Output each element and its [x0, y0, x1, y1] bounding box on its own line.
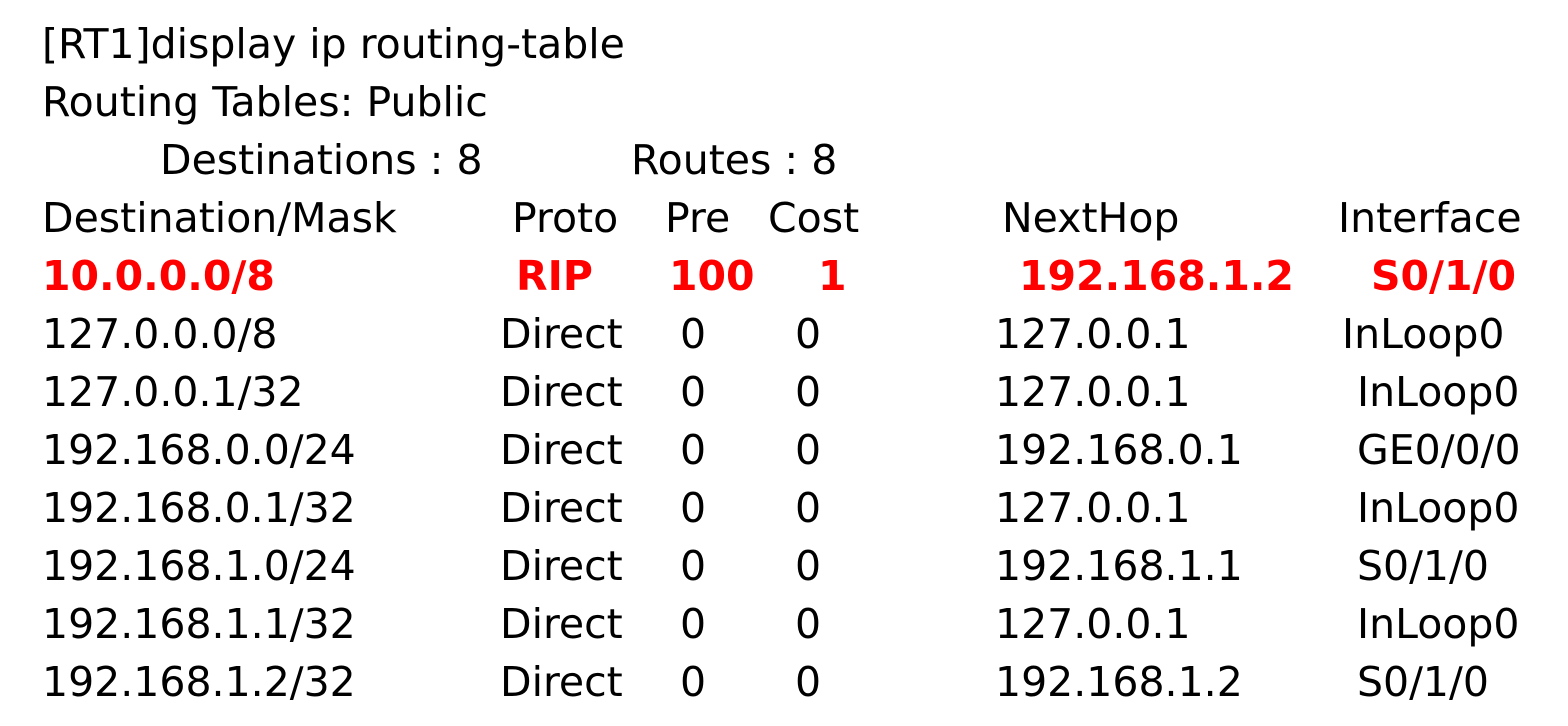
summary-line: Destinations : 8 Routes : 8 [0, 131, 1568, 189]
cell-cost: 0 [795, 426, 822, 474]
cell-interface: GE0/0/0 [1357, 426, 1521, 474]
cell-proto: Direct [500, 426, 623, 474]
cell-destination: 192.168.1.0/24 [42, 542, 356, 590]
cell-nexthop: 192.168.1.1 [995, 542, 1243, 590]
column-header-interface: Interface [1338, 194, 1522, 242]
cell-destination: 10.0.0.0/8 [42, 252, 275, 300]
cell-destination: 192.168.0.1/32 [42, 484, 356, 532]
cell-pre: 0 [680, 310, 707, 358]
table-row: 192.168.0.0/24 Direct 0 0 192.168.0.1 GE0/0/0 [0, 421, 1568, 479]
command-text: [RT1]display ip routing-table [42, 20, 625, 68]
cell-nexthop: 192.168.1.2 [1019, 252, 1294, 300]
cell-pre: 100 [669, 252, 755, 300]
cell-proto: RIP [516, 252, 593, 300]
cell-nexthop: 192.168.0.1 [995, 426, 1243, 474]
cell-interface: InLoop0 [1342, 310, 1505, 358]
table-row: 192.168.1.0/24 Direct 0 0 192.168.1.1 S0/1/0 [0, 537, 1568, 595]
table-row: 192.168.1.1/32 Direct 0 0 127.0.0.1 InLoop0 [0, 595, 1568, 653]
cell-pre: 0 [680, 368, 707, 416]
table-row: 127.0.0.0/8 Direct 0 0 127.0.0.1 InLoop0 [0, 305, 1568, 363]
cell-proto: Direct [500, 600, 623, 648]
command-line: [RT1]display ip routing-table [42, 15, 625, 73]
cell-proto: Direct [500, 484, 623, 532]
cell-interface: S0/1/0 [1371, 252, 1517, 300]
cell-cost: 0 [795, 658, 822, 706]
cell-interface: InLoop0 [1357, 600, 1520, 648]
column-header-proto: Proto [512, 194, 619, 242]
cell-interface: S0/1/0 [1357, 542, 1489, 590]
cell-cost: 0 [795, 542, 822, 590]
cell-pre: 0 [680, 542, 707, 590]
cell-proto: Direct [500, 310, 623, 358]
cell-destination: 192.168.0.0/24 [42, 426, 356, 474]
table-row: 127.0.0.1/32 Direct 0 0 127.0.0.1 InLoop0 [0, 363, 1568, 421]
column-header-pre: Pre [665, 194, 731, 242]
cell-proto: Direct [500, 658, 623, 706]
table-name: Routing Tables: Public [42, 78, 488, 126]
cell-cost: 0 [795, 484, 822, 532]
cell-cost: 0 [795, 310, 822, 358]
cell-proto: Direct [500, 542, 623, 590]
routes-count: Routes : 8 [631, 136, 838, 184]
cell-nexthop: 127.0.0.1 [995, 310, 1191, 358]
destinations-count: Destinations : 8 [160, 136, 483, 184]
cell-cost: 1 [818, 252, 847, 300]
column-header-cost: Cost [768, 194, 860, 242]
cell-destination: 192.168.1.2/32 [42, 658, 356, 706]
cell-pre: 0 [680, 484, 707, 532]
table-header: Destination/Mask Proto Pre Cost NextHop … [0, 189, 1568, 247]
cell-nexthop: 192.168.1.2 [995, 658, 1243, 706]
cell-nexthop: 127.0.0.1 [995, 600, 1191, 648]
cell-destination: 127.0.0.1/32 [42, 368, 304, 416]
cell-pre: 0 [680, 426, 707, 474]
table-row: 192.168.0.1/32 Direct 0 0 127.0.0.1 InLoop0 [0, 479, 1568, 537]
cell-pre: 0 [680, 658, 707, 706]
table-row: 10.0.0.0/8 RIP 100 1 192.168.1.2 S0/1/0 [0, 247, 1568, 305]
cell-nexthop: 127.0.0.1 [995, 484, 1191, 532]
table-name-line: Routing Tables: Public [42, 73, 488, 131]
cell-proto: Direct [500, 368, 623, 416]
cell-interface: InLoop0 [1357, 484, 1520, 532]
cell-destination: 192.168.1.1/32 [42, 600, 356, 648]
column-header-destination: Destination/Mask [42, 194, 397, 242]
column-header-nexthop: NextHop [1002, 194, 1180, 242]
cell-destination: 127.0.0.0/8 [42, 310, 278, 358]
table-row: 192.168.1.2/32 Direct 0 0 192.168.1.2 S0/1/0 [0, 653, 1568, 711]
cell-pre: 0 [680, 600, 707, 648]
cell-interface: InLoop0 [1357, 368, 1520, 416]
cell-cost: 0 [795, 600, 822, 648]
cell-interface: S0/1/0 [1357, 658, 1489, 706]
cell-cost: 0 [795, 368, 822, 416]
cell-nexthop: 127.0.0.1 [995, 368, 1191, 416]
